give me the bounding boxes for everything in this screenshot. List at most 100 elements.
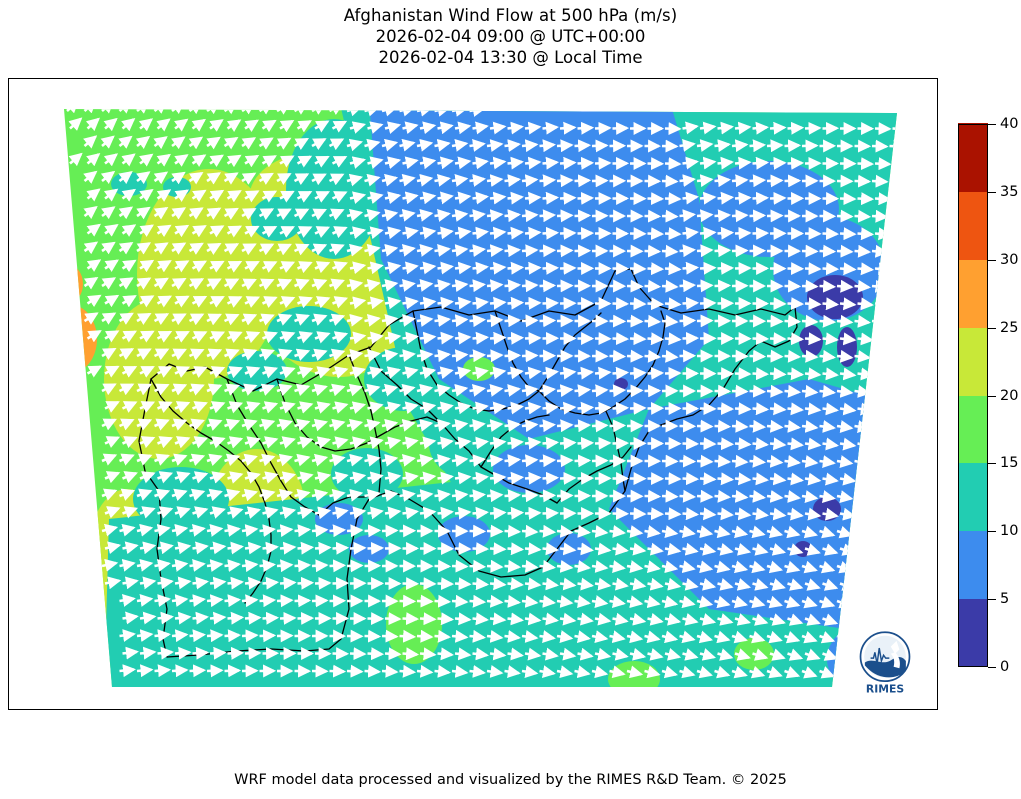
wind-arrow	[189, 488, 206, 502]
colorbar-tick	[988, 463, 996, 465]
wind-arrow	[332, 331, 349, 344]
wind-arrow	[384, 506, 402, 520]
wind-arrow	[539, 630, 556, 643]
wind-arrow	[682, 648, 699, 661]
wind-arrow	[574, 630, 591, 644]
wind-arrow	[539, 489, 557, 503]
wind-arrow	[241, 594, 259, 608]
wind-arrow	[209, 541, 227, 555]
wind-arrow	[489, 331, 507, 345]
wind-arrow	[416, 383, 434, 397]
wind-arrow	[437, 612, 455, 626]
wind-arrow	[489, 471, 507, 485]
wind-arrow	[734, 437, 752, 451]
wind-arrow	[314, 506, 332, 520]
wind-arrow	[539, 419, 556, 433]
wind-arrow	[381, 629, 399, 643]
colorbar-band-10-15	[958, 462, 988, 532]
wind-arrow	[157, 471, 174, 484]
wind-arrow	[314, 226, 331, 238]
wind-arrow	[717, 578, 734, 591]
wind-arrow	[367, 436, 384, 450]
wind-arrow	[454, 261, 472, 275]
wind-arrow	[294, 594, 312, 608]
wind-arrow	[437, 156, 454, 170]
wind-arrow	[714, 525, 731, 539]
wind-field-svg	[64, 109, 897, 687]
wind-arrow	[434, 244, 451, 257]
wind-arrow	[854, 314, 871, 328]
wind-arrow	[437, 401, 454, 415]
wind-arrow	[644, 630, 661, 644]
wind-arrow	[188, 313, 205, 326]
wind-arrow	[521, 384, 539, 397]
wind-arrow	[626, 665, 644, 679]
wind-arrow	[644, 314, 662, 328]
wind-arrow	[489, 647, 507, 661]
wind-arrow	[699, 156, 717, 170]
wind-arrow	[188, 136, 204, 150]
wind-arrow	[647, 262, 665, 276]
wind-arrow	[591, 630, 609, 644]
wind-arrow	[504, 384, 521, 397]
wind-arrow	[437, 296, 454, 310]
wind-arrow	[731, 244, 749, 258]
wind-arrow	[259, 453, 276, 467]
wind-arrow	[171, 488, 188, 502]
wind-arrow	[717, 121, 734, 135]
wind-arrow	[507, 612, 524, 626]
wind-arrow	[364, 664, 382, 678]
wind-arrow	[119, 558, 136, 572]
wind-arrow	[297, 436, 314, 449]
wind-arrow	[612, 612, 629, 626]
wind-arrow	[454, 647, 472, 661]
wind-arrow	[174, 189, 189, 202]
wind-arrow	[489, 226, 507, 240]
wind-arrow	[332, 366, 349, 379]
wind-arrow	[329, 664, 347, 678]
wind-arrow	[486, 559, 504, 573]
wind-arrow	[349, 401, 367, 414]
wind-arrow	[437, 366, 454, 380]
wind-arrow	[154, 594, 171, 607]
wind-arrow	[804, 367, 822, 381]
wind-arrow	[349, 191, 367, 204]
wind-arrow	[857, 192, 875, 206]
wind-arrow	[171, 418, 188, 431]
wind-arrow	[332, 261, 348, 274]
wind-arrow	[804, 613, 821, 626]
wind-arrow	[822, 437, 839, 451]
wind-arrow	[472, 506, 489, 520]
wind-arrow	[174, 436, 191, 449]
wind-arrow	[154, 488, 171, 501]
wind-arrow	[647, 227, 665, 241]
wind-arrow	[854, 244, 872, 258]
wind-arrow	[297, 541, 315, 555]
wind-arrow	[699, 261, 717, 275]
wind-arrow	[171, 629, 189, 643]
wind-arrow	[629, 401, 647, 415]
wind-arrow	[171, 523, 189, 537]
wind-arrow	[328, 243, 345, 256]
wind-arrow	[101, 523, 119, 537]
wind-arrow	[854, 209, 872, 223]
wind-arrow	[434, 209, 451, 222]
speed-shading-layer	[64, 109, 897, 687]
wind-arrow	[416, 629, 434, 643]
wind-arrow	[626, 314, 644, 328]
wind-arrow	[559, 366, 577, 380]
wind-arrow	[189, 418, 205, 431]
wind-arrow	[227, 576, 244, 590]
wind-arrow	[437, 226, 454, 240]
wind-arrow	[819, 384, 836, 398]
wind-arrow	[594, 401, 612, 415]
wind-arrow	[364, 208, 381, 222]
wind-arrow	[364, 629, 382, 643]
wind-arrow	[559, 647, 577, 661]
wind-arrow	[157, 436, 173, 449]
wind-arrow	[294, 559, 312, 573]
wind-arrow	[836, 490, 854, 504]
wind-arrow	[156, 118, 171, 132]
wind-arrow	[171, 207, 187, 220]
wind-arrow	[451, 174, 469, 187]
